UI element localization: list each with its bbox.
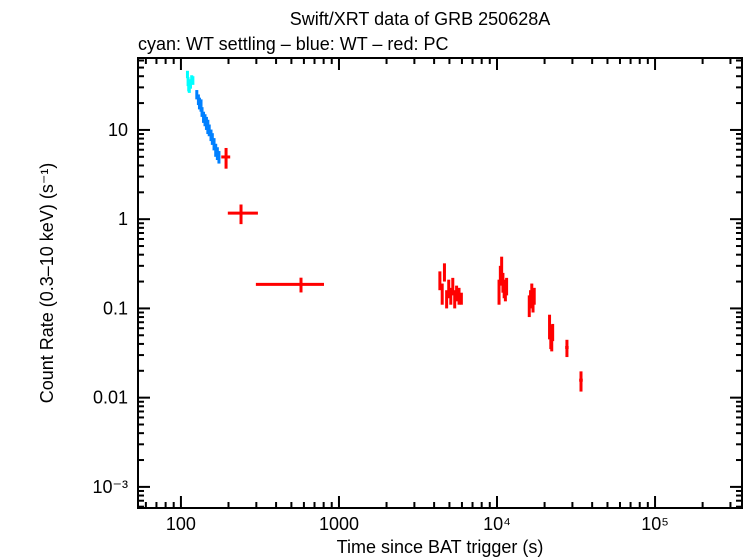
data-point xyxy=(227,204,258,225)
data-point xyxy=(438,271,442,291)
y-axis-label: Count Rate (0.3–10 keV) (s⁻¹) xyxy=(37,163,57,404)
y-tick-label: 0.01 xyxy=(93,388,128,408)
data-point xyxy=(459,292,463,305)
y-tick-labels: 10 1 0.1 0.01 10⁻³ xyxy=(92,120,128,497)
x-tick-label: 10⁵ xyxy=(641,514,668,534)
data-point xyxy=(217,151,221,164)
y-tick-label: 1 xyxy=(118,209,128,229)
x-tick-labels: 100 1000 10⁴ 10⁵ xyxy=(166,514,669,534)
data-point xyxy=(255,277,324,293)
x-tick-label: 10⁴ xyxy=(483,514,511,534)
y-tick-label: 10⁻³ xyxy=(92,477,128,497)
chart-subtitle: cyan: WT settling – blue: WT – red: PC xyxy=(138,34,448,54)
data-point xyxy=(221,147,231,169)
data-point xyxy=(442,263,446,282)
axis-ticks xyxy=(138,58,742,508)
data-point xyxy=(185,70,189,79)
y-tick-label: 10 xyxy=(108,120,128,140)
data-point xyxy=(532,287,536,305)
data-point xyxy=(451,277,455,296)
data-point xyxy=(551,323,555,342)
data-point xyxy=(440,283,444,305)
data-point xyxy=(565,339,569,358)
plot-frame xyxy=(137,57,743,509)
x-tick-label: 1000 xyxy=(319,514,359,534)
x-tick-label: 100 xyxy=(166,514,196,534)
y-tick-label: 0.1 xyxy=(103,298,128,318)
data-point xyxy=(457,287,461,305)
data-point xyxy=(191,76,195,85)
data-marks xyxy=(185,70,583,392)
data-point xyxy=(579,371,583,392)
x-axis-label: Time since BAT trigger (s) xyxy=(337,537,544,557)
chart-title: Swift/XRT data of GRB 250628A xyxy=(290,9,550,29)
data-point xyxy=(455,285,459,302)
data-point xyxy=(505,277,509,296)
